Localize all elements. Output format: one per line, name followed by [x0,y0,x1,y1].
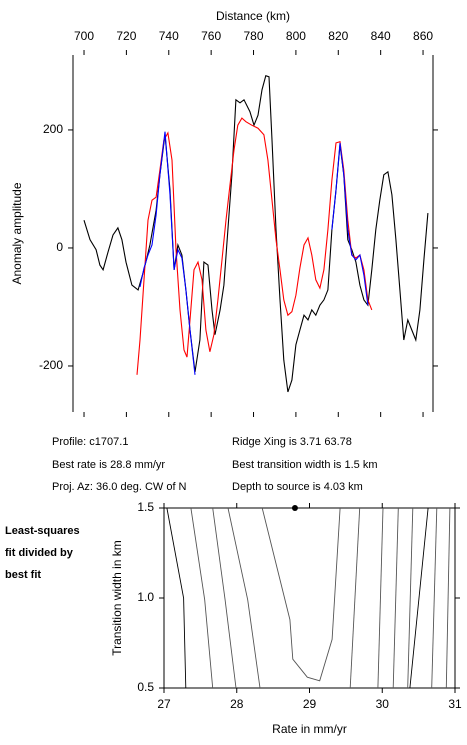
x-tick-label: 27 [157,697,171,711]
contour-line [377,507,384,689]
info-text: Best rate is 28.8 mm/yr [52,459,165,471]
contour-line [227,507,261,689]
contour-line [261,507,341,682]
x-axis-title: Rate in mm/yr [272,722,347,736]
y-axis-title: Anomaly amplitude [10,182,24,284]
data-line [136,117,373,375]
y-tick-label: -200 [39,358,63,372]
caption: best fit [5,569,41,581]
x-tick-label: 820 [328,29,348,43]
y-tick-label: 1.5 [137,500,154,514]
y-axis-title: Transition width in km [110,540,124,656]
x-tick-label: 30 [376,697,390,711]
caption: fit divided by [5,547,74,559]
x-tick-label: 760 [201,29,221,43]
info-text: Ridge Xing is 3.71 63.78 [232,436,352,448]
x-tick-label: 840 [371,29,391,43]
info-text: Depth to source is 4.03 km [232,481,363,493]
x-tick-label: 31 [448,697,462,711]
info-text: Proj. Az: 36.0 deg. CW of N [52,481,187,493]
info-text: Profile: c1707.1 [52,436,128,448]
contour-line [445,507,451,689]
y-tick-label: 0.5 [137,680,154,694]
x-tick-label: 28 [230,697,244,711]
data-line [139,131,369,375]
x-axis-title: Distance (km) [216,9,290,23]
y-tick-label: 200 [43,122,63,136]
x-tick-label: 720 [116,29,136,43]
data-line [83,74,429,393]
contour-line [409,507,429,689]
contour-line [392,507,399,689]
y-tick-label: 1.0 [137,590,154,604]
info-text: Best transition width is 1.5 km [232,459,378,471]
x-tick-label: 800 [286,29,306,43]
contour-line [431,507,438,689]
x-tick-label: 860 [413,29,433,43]
y-tick-label: 0 [56,240,63,254]
contour-line [190,507,214,689]
x-tick-label: 700 [74,29,94,43]
contour-line [349,507,361,689]
x-tick-label: 740 [159,29,179,43]
contour-line [212,507,237,689]
best-fit-point [291,505,298,511]
x-tick-label: 29 [303,697,317,711]
contour-line [166,507,187,689]
caption: Least-squares [5,525,80,537]
contour-line [407,507,414,689]
x-tick-label: 780 [244,29,264,43]
